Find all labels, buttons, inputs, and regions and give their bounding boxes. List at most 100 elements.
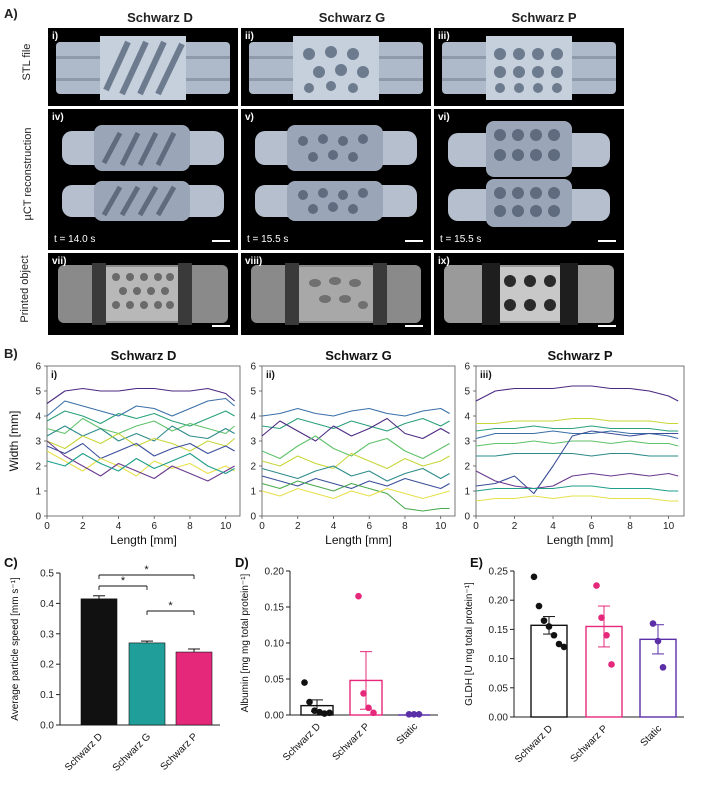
stl-image-schwarz-g: ii) (241, 28, 431, 106)
y-tick-label: 2 (35, 462, 41, 473)
uct-render-d (62, 125, 224, 221)
data-point (301, 679, 308, 686)
panel-a-title-schwarz-g: Schwarz G (318, 10, 386, 25)
data-point (649, 620, 657, 627)
uct-image-schwarz-p: vi) t = 15.5 s (434, 109, 624, 250)
label-vi: vi) (438, 112, 450, 123)
series-line-9 (475, 485, 679, 492)
x-axis-label: Length [mm] (110, 533, 177, 547)
category-label: Schwarz P (159, 731, 201, 773)
y-tick-label: 4 (464, 412, 470, 423)
y-axis-label: Albumin [mg mg total protein⁻¹] (240, 573, 251, 712)
data-point (306, 698, 313, 706)
data-point (405, 710, 413, 718)
time-schwarz-g: t = 15.5 s (247, 234, 289, 245)
stl-image-schwarz-p: iii) (434, 28, 624, 106)
scale-bar (405, 325, 423, 327)
chart-title: Schwarz G (325, 348, 391, 363)
data-point (560, 643, 568, 651)
scale-bar (212, 240, 230, 242)
x-tick-label: 6 (589, 521, 595, 532)
series-line-2 (261, 417, 450, 432)
x-tick-label: 6 (366, 521, 372, 532)
category-label: Schwarz P (569, 723, 611, 765)
x-tick-label: 2 (80, 521, 86, 532)
series-line-10 (46, 452, 235, 475)
label-vii: vii) (52, 256, 67, 267)
data-point (598, 614, 605, 622)
y-tick-label: 0.00 (265, 711, 285, 722)
data-point (593, 582, 600, 589)
data-point (555, 640, 563, 648)
data-point (540, 617, 548, 624)
y-tick-label: 1 (35, 487, 41, 498)
series-line-6 (476, 452, 679, 457)
series-line-5 (46, 425, 235, 442)
y-axis-label: Average particle speed [mm s⁻¹] (10, 577, 21, 721)
x-tick-label: 4 (331, 521, 337, 532)
y-tick-label: 4 (35, 412, 41, 423)
printed-render-g (251, 263, 421, 325)
x-tick-label: 0 (473, 521, 479, 532)
printed-render-p (444, 263, 614, 325)
uct-image-schwarz-d: iv) t = 14.0 s (48, 109, 238, 250)
significance-star: * (144, 564, 149, 576)
series-line-8 (261, 480, 450, 512)
y-tick-label: 0.10 (265, 639, 285, 650)
stl-render-p (442, 36, 616, 100)
x-axis-label: Length [mm] (547, 533, 614, 547)
series-line-9 (261, 487, 450, 500)
x-tick-label: 10 (663, 521, 675, 532)
y-tick-label: 3 (464, 437, 470, 448)
category-label: Schwarz P (331, 721, 373, 763)
data-point (326, 709, 333, 717)
y-tick-label: 5 (464, 387, 470, 398)
series-line-5 (261, 452, 450, 470)
label-i: i) (52, 31, 59, 42)
row-label-uct-reconstruction: µCT reconstruction (22, 127, 34, 221)
x-tick-label: 10 (220, 521, 232, 532)
y-tick-label: 0.5 (40, 569, 54, 580)
printed-image-schwarz-g: viii) (241, 253, 431, 335)
y-tick-label: 0 (35, 512, 41, 523)
y-tick-label: 0.25 (489, 567, 509, 578)
y-axis-label: GLDH [U mg total protein⁻¹] (464, 582, 475, 706)
category-label: Static (395, 721, 420, 746)
data-point (530, 573, 538, 581)
label-iv: iv) (52, 112, 64, 123)
y-tick-label: 0.10 (489, 654, 509, 665)
x-tick-label: 6 (151, 521, 157, 532)
series-line-10 (475, 495, 679, 502)
data-point (365, 704, 372, 712)
scale-bar (405, 240, 423, 242)
y-tick-label: 1 (250, 487, 256, 498)
series-line-1 (475, 385, 679, 402)
category-label: Schwarz D (513, 723, 555, 765)
label-v: v) (245, 112, 254, 123)
label-iii: iii) (438, 31, 450, 42)
label-viii: viii) (245, 256, 263, 267)
printed-render-d (58, 263, 228, 325)
data-point (410, 710, 418, 718)
line-chart-3: Schwarz P iii) 0 1 2 3 4 5 6 0 2 4 6 8 10 Length [mm] (464, 348, 685, 547)
y-tick-label: 0.20 (265, 567, 285, 578)
y-tick-label: 6 (464, 362, 470, 373)
uct-render-g (255, 125, 417, 221)
y-tick-label: 6 (250, 362, 256, 373)
stl-render-g (249, 36, 423, 100)
y-tick-label: 5 (250, 387, 256, 398)
y-tick-label: 0.15 (489, 625, 509, 636)
significance-star: * (121, 575, 126, 587)
time-schwarz-d: t = 14.0 s (54, 234, 96, 245)
series-line-1 (46, 387, 235, 404)
bar-chart-e: E) 0.00 0.05 0.10 0.15 0.20 0.25 GLDH [U mg tot… (464, 555, 684, 765)
y-tick-label: 0.1 (40, 690, 54, 701)
x-tick-label: 8 (627, 521, 633, 532)
y-tick-label: 0.15 (265, 603, 285, 614)
x-tick-label: 0 (44, 521, 50, 532)
line-chart-2: Schwarz G ii) 0 1 2 3 4 5 6 0 2 4 6 8 10 Length [mm] (250, 348, 456, 547)
chart-title: Schwarz D (111, 348, 177, 363)
series-line-2 (476, 417, 679, 425)
printed-image-schwarz-d: vii) (48, 253, 238, 335)
